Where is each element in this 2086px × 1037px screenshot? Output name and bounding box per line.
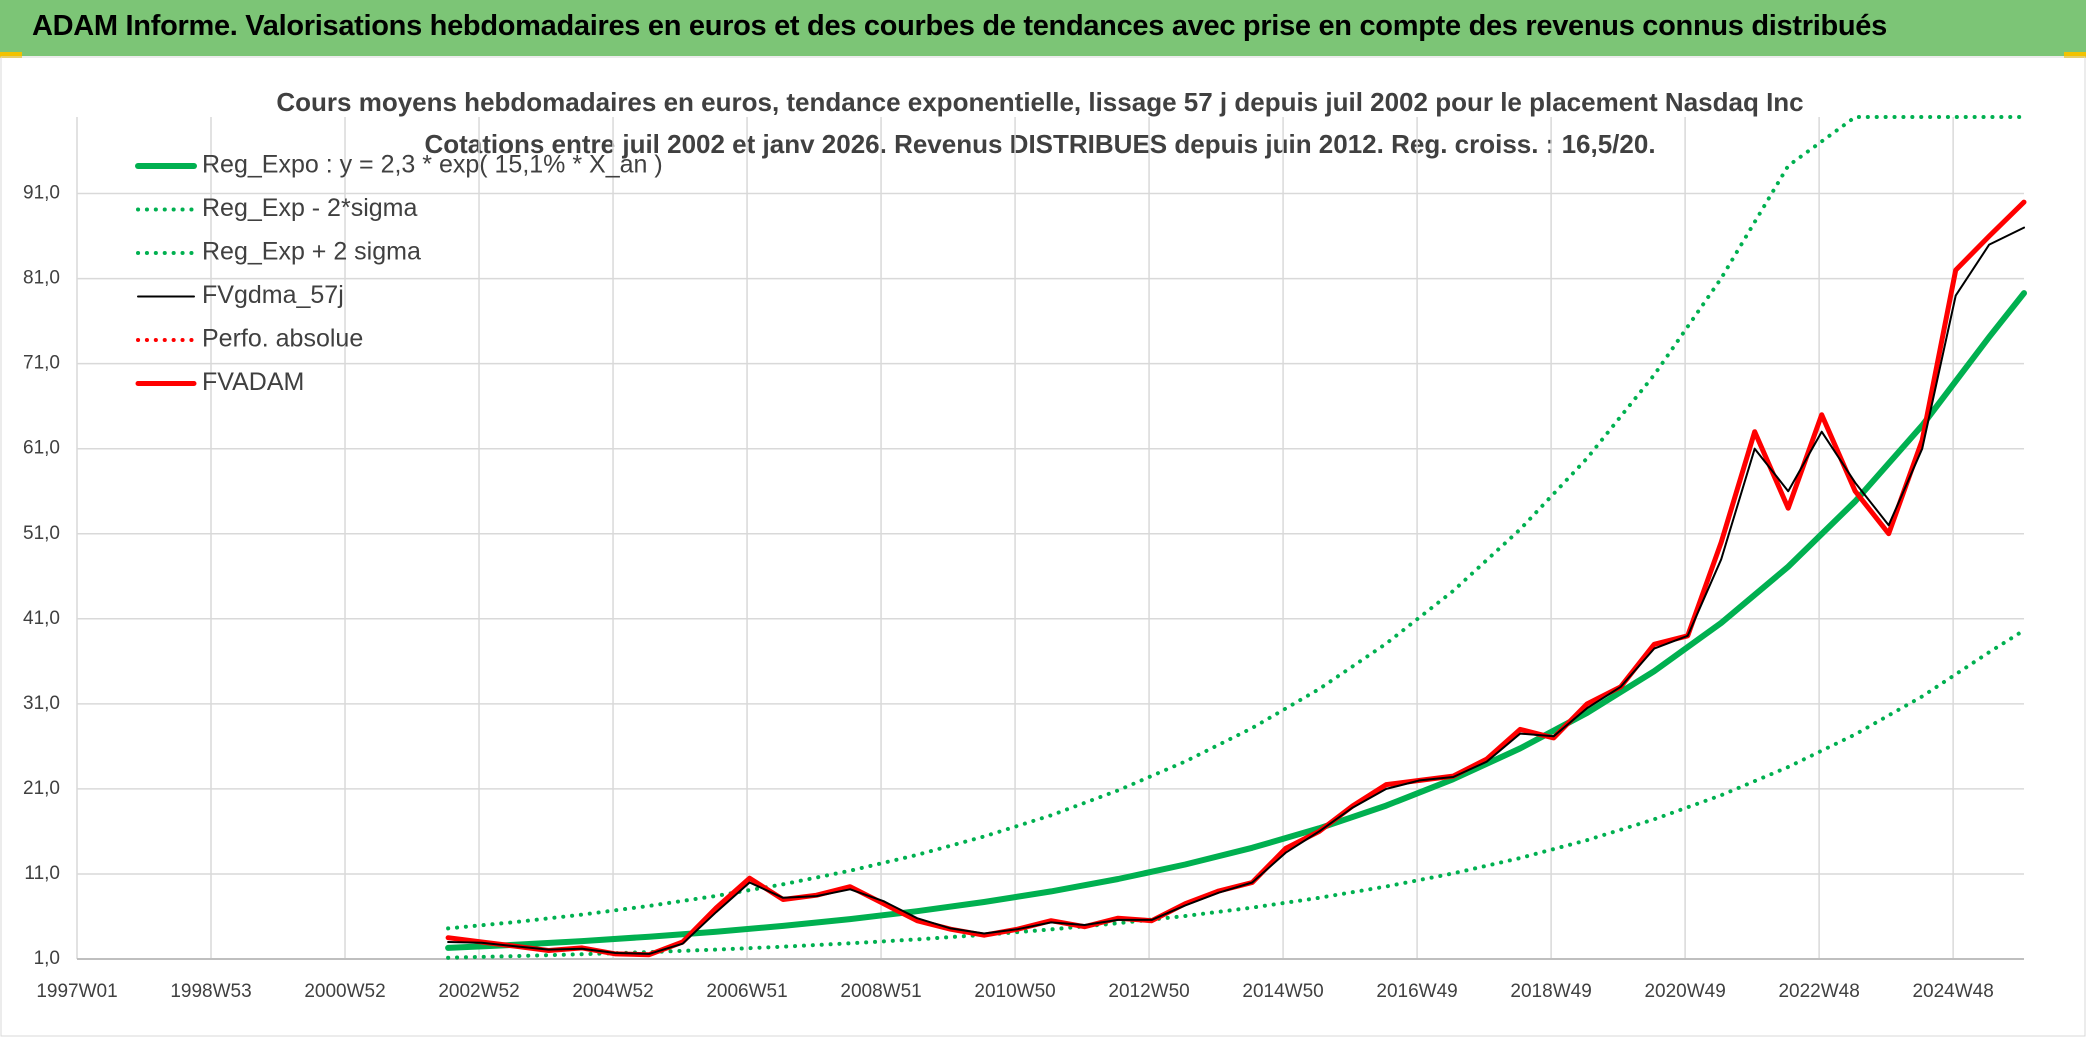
x-tick-label: 2016W49 bbox=[1376, 981, 1457, 1002]
chart-subtitle: Cotations entre juil 2002 et janv 2026. … bbox=[424, 129, 1655, 159]
x-tick-label: 1997W01 bbox=[36, 981, 117, 1002]
x-tick-label: 2006W51 bbox=[706, 981, 787, 1002]
y-tick-label: 1,0 bbox=[34, 948, 60, 969]
x-tick-label: 2004W52 bbox=[572, 981, 653, 1002]
x-tick-label: 2014W50 bbox=[1242, 981, 1323, 1002]
x-tick-label: 2018W49 bbox=[1510, 981, 1591, 1002]
chart: Cours moyens hebdomadaires en euros, ten… bbox=[0, 56, 2086, 1037]
legend-label: FVgdma_57j bbox=[202, 281, 344, 309]
legend-label: Perfo. absolue bbox=[202, 325, 363, 353]
legend-label: Reg_Exp - 2*sigma bbox=[202, 194, 417, 222]
y-tick-label: 71,0 bbox=[23, 353, 60, 374]
chart-border bbox=[0, 56, 2086, 1037]
series-line bbox=[446, 115, 2026, 931]
legend-label: Reg_Exp + 2 sigma bbox=[202, 238, 421, 266]
legend-label: Reg_Expo : y = 2,3 * exp( 15,1% * X_an ) bbox=[202, 151, 663, 179]
x-tick-label: 2000W52 bbox=[304, 981, 385, 1002]
y-tick-label: 31,0 bbox=[23, 693, 60, 714]
series-line bbox=[445, 290, 2027, 951]
banner: ADAM Informe. Valorisations hebdomadaire… bbox=[0, 0, 2086, 56]
y-tick-label: 11,0 bbox=[24, 863, 60, 884]
corner-decoration bbox=[0, 52, 22, 58]
chart-title: Cours moyens hebdomadaires en euros, ten… bbox=[276, 87, 1803, 117]
y-tick-label: 91,0 bbox=[23, 183, 60, 204]
x-tick-label: 1998W53 bbox=[170, 981, 251, 1002]
y-tick-label: 51,0 bbox=[23, 523, 60, 544]
x-tick-label: 2008W51 bbox=[840, 981, 921, 1002]
x-tick-label: 2002W52 bbox=[438, 981, 519, 1002]
series-line bbox=[446, 628, 2026, 960]
legend-label: FVADAM bbox=[202, 368, 304, 396]
corner-decoration bbox=[2064, 52, 2086, 58]
banner-title: ADAM Informe. Valorisations hebdomadaire… bbox=[32, 10, 1887, 42]
y-tick-label: 61,0 bbox=[23, 438, 60, 459]
y-tick-label: 81,0 bbox=[23, 268, 60, 289]
x-tick-label: 2012W50 bbox=[1108, 981, 1189, 1002]
x-tick-label: 2020W49 bbox=[1644, 981, 1725, 1002]
series-line bbox=[447, 226, 2025, 955]
series-line bbox=[445, 199, 2027, 958]
y-tick-label: 41,0 bbox=[23, 608, 60, 629]
x-tick-label: 2010W50 bbox=[974, 981, 1055, 1002]
x-tick-label: 2022W48 bbox=[1778, 981, 1859, 1002]
y-tick-label: 21,0 bbox=[23, 778, 60, 799]
x-tick-label: 2024W48 bbox=[1912, 981, 1993, 1002]
